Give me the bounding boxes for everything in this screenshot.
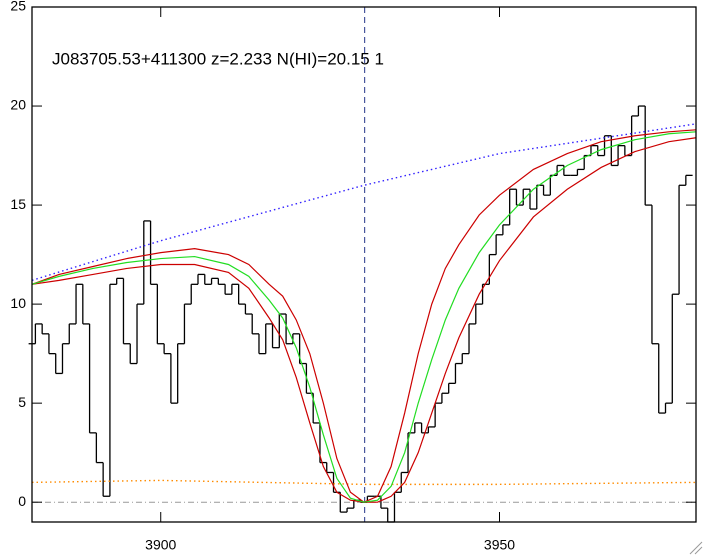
- chart-title: J083705.53+411300 z=2.233 N(HI)=20.15 1: [52, 49, 384, 68]
- dotted-line: [31, 123, 697, 282]
- y-tick-label: 20: [10, 97, 26, 113]
- grip-line: [694, 546, 703, 555]
- step-connector: [34, 106, 687, 522]
- y-tick-label: 10: [10, 295, 26, 311]
- fit-line: [31, 131, 697, 503]
- fit-line: [31, 129, 697, 503]
- y-tick-label: 15: [10, 196, 26, 212]
- x-tick-label: 3950: [484, 537, 515, 553]
- y-tick-label: 5: [18, 394, 26, 410]
- y-tick-label: 0: [18, 493, 26, 509]
- resize-grip[interactable]: [689, 541, 703, 555]
- grip-line: [689, 541, 703, 555]
- fit-line: [31, 137, 697, 503]
- y-tick-label: 25: [10, 0, 26, 14]
- plot-frame: [31, 6, 697, 523]
- dotted-line: [31, 479, 697, 486]
- x-tick-label: 3900: [145, 537, 176, 553]
